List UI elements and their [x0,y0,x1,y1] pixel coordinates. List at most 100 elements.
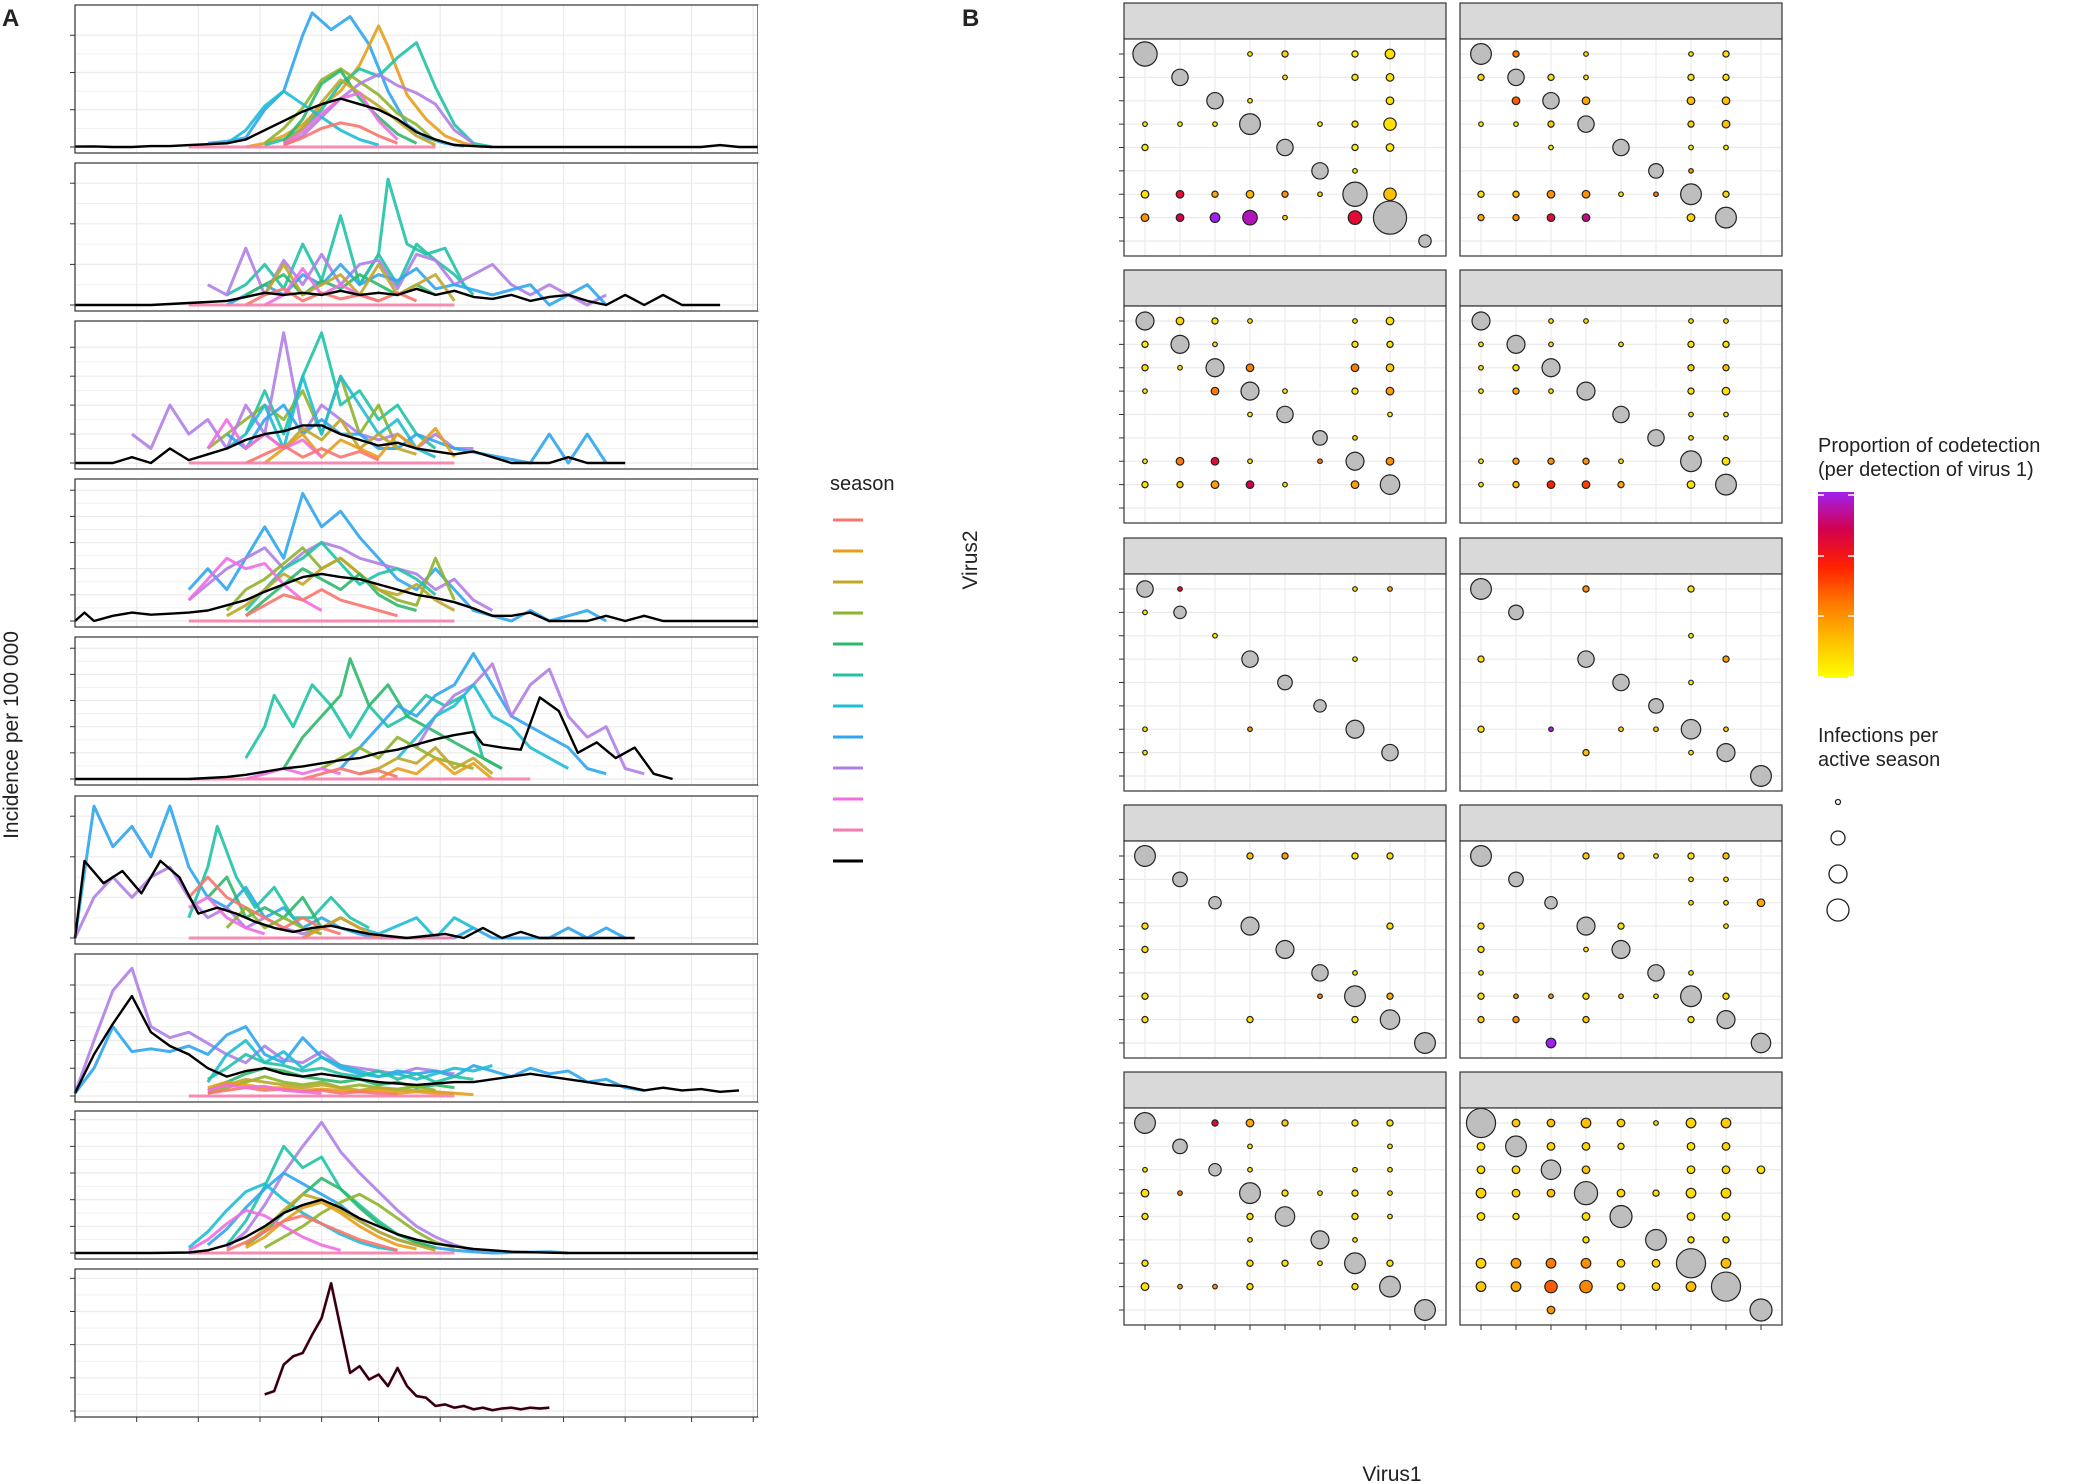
codetection-point [1177,586,1183,592]
codetection-point [1477,73,1485,82]
codetection-point [1581,480,1591,490]
codetection-point [1756,898,1766,908]
series-line-16-17 [396,683,570,770]
codetection-point [1386,852,1394,860]
codetection-point [1247,411,1253,418]
codetection-point [1512,213,1520,222]
codetection-point [1648,697,1664,714]
codetection-point [1311,964,1329,982]
codetection-point [1582,1236,1590,1244]
codetection-point [1142,121,1148,128]
codetection-point [1317,1260,1323,1267]
series-line-10-11 [245,287,418,307]
series-line-10-11 [226,1214,398,1252]
series-line-11-12 [301,916,380,940]
codetection-point [1710,1271,1742,1302]
codetection-point [1351,340,1359,349]
codetection-point [1513,121,1519,128]
series-line-18-19 [187,541,494,612]
codetection-point [1687,364,1695,372]
codetection-point [1282,481,1288,488]
codetection-point [1177,1283,1183,1290]
codetection-point [1210,386,1220,396]
codetection-point [1140,1282,1150,1292]
facet-strip [1123,537,1447,575]
series-line-14-15 [282,69,418,145]
size-key [1830,830,1846,846]
codetection-point [1345,451,1365,471]
codetection-point [1723,726,1729,733]
codetection-point [1546,1305,1556,1315]
size-key [1828,864,1848,884]
codetection-point [1722,1236,1730,1244]
series-line-12-13 [359,746,494,776]
codetection-point [1687,73,1695,82]
plot-border [1459,38,1783,257]
codetection-point [1210,456,1220,466]
codetection-point [1583,318,1589,324]
codetection-point [1247,1143,1253,1150]
codetection-point [1477,190,1485,198]
codetection-point [1383,117,1397,131]
codetection-point [1720,1257,1732,1269]
codetection-point [1547,457,1555,465]
codetection-point [1651,1258,1661,1268]
series-line-11-12 [377,756,494,781]
codetection-point [1313,699,1327,713]
codetection-point [1242,209,1258,226]
panel-b [1119,2,1783,1330]
size-legend [1826,798,1850,922]
series-line-17-18 [73,1025,645,1095]
codetection-point [1141,340,1149,349]
series-line-10-11 [187,875,342,936]
series-line-11-12 [263,426,456,465]
codetection-point [1580,1257,1592,1269]
codetection-point [1383,187,1397,202]
codetection-point [1573,1180,1599,1206]
codetection-point [1617,1142,1625,1151]
series-line-16-17 [206,1039,493,1083]
codetection-point [1386,992,1394,1000]
codetection-point [1142,609,1148,616]
codetection-point [1512,1212,1520,1221]
codetection-point [1512,387,1520,395]
facet-0 [70,4,780,154]
codetection-point [1582,852,1590,860]
codetection-point [1723,899,1729,906]
facet-3 [70,478,780,628]
codetection-point [1688,749,1694,756]
facet-strip [758,637,780,785]
season-legend [833,518,863,863]
codetection-point [1687,1015,1695,1024]
series-line-15-16 [358,177,466,286]
codetection-point [1617,922,1625,930]
mean-line [75,287,721,307]
series-line-12-13 [207,1077,455,1095]
facet-strip [1459,1071,1783,1109]
codetection-point [1141,945,1149,954]
codetection-point [1510,1281,1522,1293]
codetection-point [1247,726,1253,733]
plot-border [1459,573,1783,792]
facet-1 [70,162,780,312]
codetection-point [1582,457,1590,465]
codetection-point [1618,726,1624,733]
series-line-19-20 [188,895,266,936]
codetection-point [1582,748,1590,757]
codetection-point [1245,480,1255,490]
codetection-point [1548,993,1554,1000]
codetection-point [1311,162,1329,180]
codetection-point [1352,1166,1358,1173]
codetection-point [1344,1252,1366,1275]
codetection-point [1211,317,1219,325]
codetection-point [1385,456,1395,466]
codetection-point [1351,852,1359,860]
codetection-point [1477,725,1485,733]
codetection-point [1212,1283,1218,1290]
codetection-point [1342,181,1368,207]
mean-line [73,859,635,940]
codetection-point [1247,1236,1253,1243]
codetection-point [1478,341,1484,348]
codetection-point [1687,387,1695,395]
codetection-point [1547,120,1555,128]
